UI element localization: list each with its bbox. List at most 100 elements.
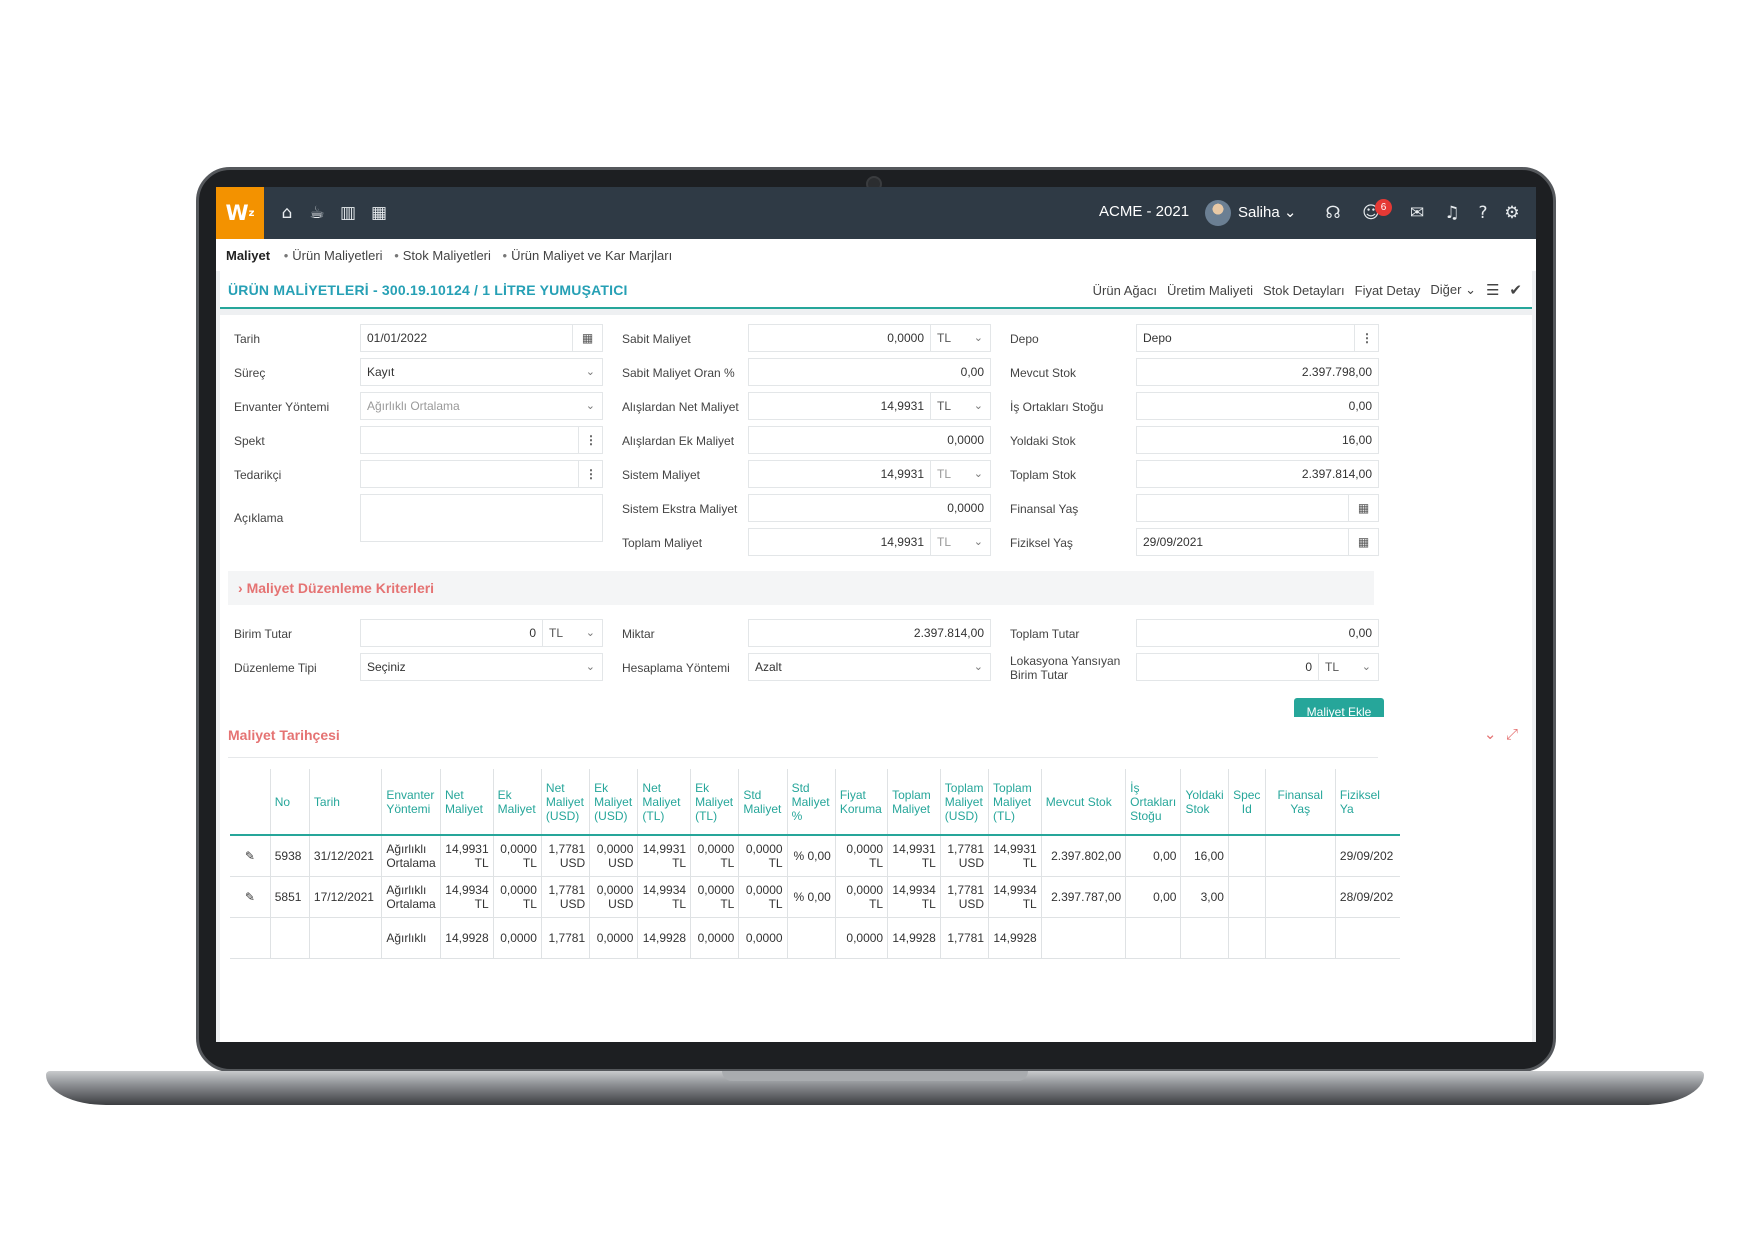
more-icon[interactable]: ⋮ xyxy=(578,427,602,453)
label: Yoldaki Stok xyxy=(1010,434,1076,448)
calendar-icon[interactable]: ▦ xyxy=(1348,529,1378,555)
column-header[interactable]: Ek Maliyet (USD) xyxy=(589,769,639,836)
bar-chart-icon[interactable]: ▥ xyxy=(339,203,357,223)
user-menu[interactable]: Saliha ⌄ xyxy=(1238,204,1297,221)
table-cell: 14,9931 TL xyxy=(988,835,1042,877)
current-stock-input[interactable]: 2.397.798,00 xyxy=(1136,358,1379,386)
company-selector[interactable]: ACME - 2021 xyxy=(1099,203,1190,220)
expand-icon[interactable]: ⤢ xyxy=(1505,725,1518,743)
collapse-icon[interactable]: ⌄ xyxy=(1483,725,1497,743)
column-header[interactable]: Spec Id xyxy=(1228,769,1266,836)
label: Sistem Maliyet xyxy=(622,468,701,482)
column-header[interactable]: Std Maliyet % xyxy=(787,769,836,836)
total-amount-input[interactable]: 0,00 xyxy=(1136,619,1379,647)
table-cell: 0,0000 xyxy=(493,917,542,959)
column-header[interactable]: Fiyat Koruma xyxy=(835,769,889,836)
table-cell: 0,0000 TL xyxy=(835,835,889,877)
breadcrumb-root[interactable]: Maliyet xyxy=(226,248,271,263)
label: Tarih xyxy=(234,332,261,346)
description-textarea[interactable] xyxy=(360,494,603,542)
partner-stock-input[interactable]: 0,00 xyxy=(1136,392,1379,420)
fixed-cost-input[interactable]: 0,0000 TL ⌄ xyxy=(748,324,991,352)
total-stock-input[interactable]: 2.397.814,00 xyxy=(1136,460,1379,488)
calendar-icon[interactable]: ▦ xyxy=(1348,495,1378,521)
criteria-section-toggle[interactable]: › Maliyet Düzenleme Kriterleri xyxy=(228,571,1374,605)
calendar-icon[interactable]: ▦ xyxy=(370,203,388,223)
table-cell: 0,0000 TL xyxy=(738,876,788,918)
table-cell: 0,0000 TL xyxy=(835,876,889,918)
breadcrumb-item[interactable]: Ürün Maliyetleri xyxy=(292,248,383,263)
column-header[interactable]: Toplam Maliyet (USD) xyxy=(940,769,990,836)
column-header[interactable]: Std Maliyet xyxy=(738,769,788,836)
fixed-cost-rate-input[interactable]: 0,00 xyxy=(748,358,991,386)
help-icon[interactable]: ? xyxy=(1478,203,1488,223)
home-icon[interactable]: ⌂ xyxy=(281,203,293,223)
gear-icon[interactable]: ⚙ xyxy=(1504,203,1520,223)
breadcrumb-item[interactable]: Ürün Maliyet ve Kar Marjları xyxy=(511,248,673,263)
column-header[interactable]: Toplam Maliyet xyxy=(887,769,941,836)
in-transit-stock-input[interactable]: 16,00 xyxy=(1136,426,1379,454)
calendar-icon[interactable]: ▦ xyxy=(572,325,602,351)
physical-age-input[interactable]: 29/09/2021 ▦ xyxy=(1136,528,1379,556)
link-urun-agaci[interactable]: Ürün Ağacı xyxy=(1092,282,1157,298)
inventory-method-select[interactable]: Ağırlıklı Ortalama ⌄ xyxy=(360,392,603,420)
check-icon[interactable]: ✔ xyxy=(1509,282,1522,299)
extra-cost-input[interactable]: 0,0000 xyxy=(748,426,991,454)
currency-select[interactable]: TL ⌄ xyxy=(930,325,990,351)
column-header[interactable]: Envanter Yöntemi xyxy=(381,769,441,836)
table-row[interactable]: Ağırlıklı 14,9928 0,0000 1,7781 0,0000 14,992… xyxy=(230,917,1400,959)
table-row[interactable]: ✎ 5938 31/12/2021 Ağırlıklı Ortalama 14,9931… xyxy=(230,835,1400,877)
avatar[interactable] xyxy=(1205,200,1231,226)
adjustment-type-select[interactable]: Seçiniz ⌄ xyxy=(360,653,603,681)
table-row[interactable]: ✎ 5851 17/12/2021 Ağırlıklı Ortalama 14,9934… xyxy=(230,876,1400,918)
financial-age-input[interactable]: ▦ xyxy=(1136,494,1379,522)
column-header[interactable]: Net Maliyet xyxy=(440,769,494,836)
column-header[interactable]: Mevcut Stok xyxy=(1041,769,1127,836)
warehouse-input[interactable]: Depo ⋮ xyxy=(1136,324,1379,352)
column-header[interactable]: Ek Maliyet (TL) xyxy=(690,769,740,836)
link-stok-detaylari[interactable]: Stok Detayları xyxy=(1262,282,1345,298)
breadcrumb-item[interactable]: Stok Maliyetleri xyxy=(402,248,491,263)
column-header[interactable]: İş Ortakları Stoğu xyxy=(1125,769,1182,836)
coffee-icon[interactable]: ☕ xyxy=(309,203,325,223)
unit-amount-input[interactable]: 0 TL ⌄ xyxy=(360,619,603,647)
column-header[interactable]: Net Maliyet (USD) xyxy=(541,769,591,836)
table-cell xyxy=(1180,917,1229,959)
supplier-input[interactable]: ⋮ xyxy=(360,460,603,488)
edit-icon[interactable]: ✎ xyxy=(230,876,271,918)
quantity-input[interactable]: 2.397.814,00 xyxy=(748,619,991,647)
table-cell: 0,0000 xyxy=(835,917,889,959)
column-header[interactable]: Net Maliyet (TL) xyxy=(637,769,692,836)
process-select[interactable]: Kayıt ⌄ xyxy=(360,358,603,386)
currency-select[interactable]: TL ⌄ xyxy=(542,620,602,646)
column-header[interactable]: Tarih xyxy=(309,769,383,836)
currency-select[interactable]: TL ⌄ xyxy=(930,393,990,419)
spekt-input[interactable]: ⋮ xyxy=(360,426,603,454)
edit-icon[interactable]: ✎ xyxy=(230,835,271,877)
table-cell: 1,7781 USD xyxy=(541,835,591,877)
column-header[interactable]: Ek Maliyet xyxy=(493,769,542,836)
link-fiyat-detay[interactable]: Fiyat Detay xyxy=(1354,282,1421,298)
link-uretim-maliyeti[interactable]: Üretim Maliyeti xyxy=(1167,282,1253,298)
column-header[interactable]: Fiziksel Ya xyxy=(1335,769,1400,836)
date-input[interactable]: 01/01/2022 ▦ xyxy=(360,324,603,352)
more-icon[interactable]: ⋮ xyxy=(578,461,602,487)
system-extra-cost-input[interactable]: 0,0000 xyxy=(748,494,991,522)
net-cost-input[interactable]: 14,9931 TL ⌄ xyxy=(748,392,991,420)
column-header[interactable]: Finansal Yaş xyxy=(1265,769,1336,836)
more-icon[interactable]: ⋮ xyxy=(1354,325,1378,351)
headset-icon[interactable]: ☊ xyxy=(1325,203,1341,223)
calculation-method-select[interactable]: Azalt ⌄ xyxy=(748,653,991,681)
link-diger[interactable]: Diğer ⌄ xyxy=(1430,282,1476,297)
column-header[interactable]: Yoldaki Stok xyxy=(1180,769,1229,836)
location-unit-amount-input[interactable]: 0 TL ⌄ xyxy=(1136,653,1379,681)
list-icon[interactable]: ☰ xyxy=(1485,282,1500,299)
column-header[interactable]: Toplam Maliyet (TL) xyxy=(988,769,1042,836)
chat-icon[interactable]: ✉ xyxy=(1409,203,1425,223)
column-header[interactable]: No xyxy=(270,769,310,836)
bell-icon[interactable]: ♫ xyxy=(1444,203,1460,223)
currency-select[interactable]: TL ⌄ xyxy=(1318,654,1378,680)
label: Sistem Ekstra Maliyet xyxy=(622,502,738,516)
